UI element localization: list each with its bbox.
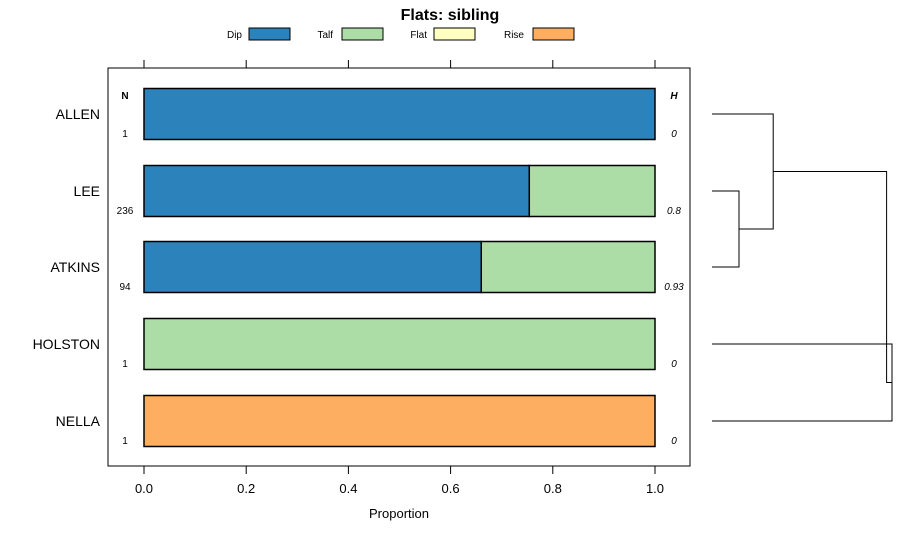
x-tick-label-4: 0.8	[544, 481, 562, 496]
h-value-holston: 0	[671, 359, 677, 370]
legend-swatch-dip	[248, 27, 291, 41]
dendrogram-link-0	[712, 190, 740, 268]
x-tick-label-1: 0.2	[237, 481, 255, 496]
legend-swatch-rise	[532, 27, 575, 41]
row-label-allen: ALLEN	[56, 106, 100, 122]
row-label-atkins: ATKINS	[50, 259, 100, 275]
h-column-header: H	[670, 91, 678, 102]
legend-label-rise: Rise	[504, 30, 524, 41]
x-tick-label-3: 0.6	[442, 481, 460, 496]
x-tick-label-0: 0.0	[135, 481, 153, 496]
row-label-lee: LEE	[74, 183, 100, 199]
legend-swatch-talf	[341, 27, 384, 41]
n-value-nella: 1	[122, 436, 128, 447]
row-labels: ALLEN LEE ATKINS HOLSTON NELLA	[33, 106, 101, 429]
dendrogram-link-2	[712, 343, 893, 422]
bar-allen-dip	[143, 87, 656, 141]
row-label-holston: HOLSTON	[33, 336, 100, 352]
bar-lee-talf	[528, 164, 656, 218]
n-values: 1 236 94 1 1	[117, 129, 134, 447]
h-values: 0 0.8 0.93 0 0	[664, 129, 684, 447]
plot-frame	[107, 67, 691, 467]
x-tick-label-5: 1.0	[646, 481, 664, 496]
legend-label-dip: Dip	[227, 30, 242, 41]
legend: Dip Talf Flat Rise	[227, 27, 575, 41]
legend-swatch-flat	[433, 27, 476, 41]
bar-atkins-talf	[480, 240, 656, 294]
dendrogram-link-1	[712, 113, 774, 230]
legend-label-flat: Flat	[410, 30, 427, 41]
n-value-lee: 236	[117, 206, 134, 217]
top-axis-ticks	[143, 60, 656, 68]
dendrogram	[712, 113, 893, 422]
row-label-nella: NELLA	[56, 413, 101, 429]
bar-atkins-dip	[143, 240, 483, 294]
h-value-atkins: 0.93	[664, 282, 684, 293]
bar-lee-dip	[143, 164, 531, 218]
bar-holston-talf	[143, 317, 656, 371]
x-axis: 0.0 0.2 0.4 0.6 0.8 1.0	[135, 466, 664, 496]
n-column-header: N	[121, 91, 128, 102]
h-value-lee: 0.8	[667, 206, 681, 217]
x-axis-label: Proportion	[369, 506, 429, 521]
bars	[143, 87, 656, 448]
legend-label-talf: Talf	[317, 30, 333, 41]
bar-nella-rise	[143, 394, 656, 448]
h-value-allen: 0	[671, 129, 677, 140]
dendrogram-link-3	[773, 171, 892, 383]
x-tick-label-2: 0.4	[339, 481, 357, 496]
n-value-atkins: 94	[119, 282, 131, 293]
n-value-allen: 1	[122, 129, 128, 140]
h-value-nella: 0	[671, 436, 677, 447]
chart-title: Flats: sibling	[401, 7, 500, 24]
n-value-holston: 1	[122, 359, 128, 370]
